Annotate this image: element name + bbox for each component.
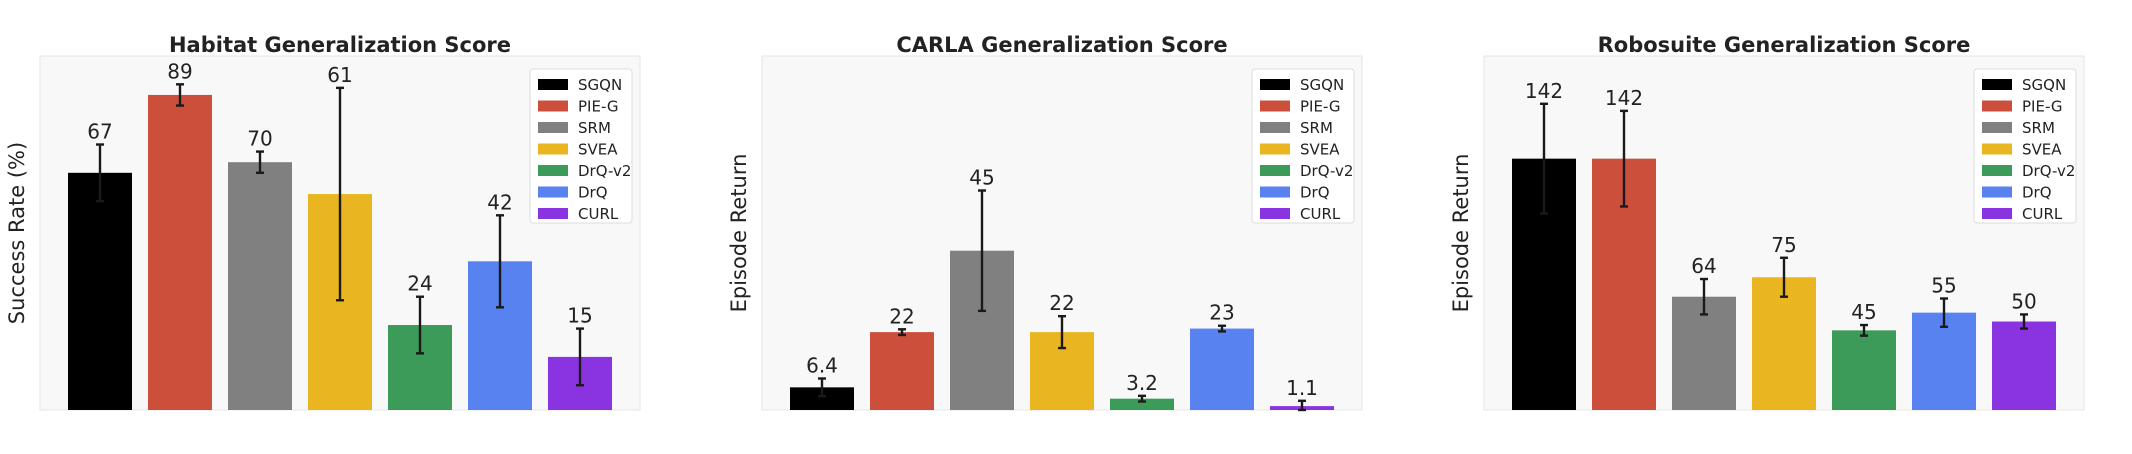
y-axis-label: Episode Return — [727, 154, 751, 313]
legend-swatch — [1982, 165, 2012, 176]
legend: SGQN PIE-G SRM SVEA DrQ-v2 DrQ CURL — [1973, 68, 2077, 224]
legend-swatch — [1260, 79, 1290, 90]
legend-label: SGQN — [1300, 76, 1344, 94]
legend-swatch — [1982, 208, 2012, 219]
legend-swatch — [538, 122, 568, 133]
data-label: 24 — [407, 272, 432, 296]
data-label: 67 — [87, 120, 112, 144]
chart-title: CARLA Generalization Score — [896, 33, 1227, 57]
legend: SGQN PIE-G SRM SVEA DrQ-v2 DrQ CURL — [529, 68, 633, 224]
legend-label: DrQ-v2 — [1300, 162, 1353, 180]
legend-label: DrQ — [2022, 184, 2052, 202]
chart-title: Habitat Generalization Score — [169, 33, 511, 57]
legend-swatch — [1982, 122, 2012, 133]
chart-title: Robosuite Generalization Score — [1598, 33, 1971, 57]
data-label: 15 — [567, 304, 592, 328]
data-label: 45 — [969, 166, 994, 190]
bar-pie-g — [870, 332, 934, 410]
data-label: 142 — [1605, 86, 1643, 110]
legend-swatch — [538, 208, 568, 219]
legend-label: SGQN — [2022, 76, 2066, 94]
bar-sgqn — [68, 172, 132, 410]
legend-swatch — [1260, 100, 1290, 112]
bar-sgqn — [790, 387, 854, 410]
data-label: 3.2 — [1126, 371, 1158, 395]
legend-label: DrQ-v2 — [578, 162, 631, 180]
legend-swatch — [1260, 143, 1290, 155]
data-label: 142 — [1525, 79, 1563, 103]
legend-swatch — [1260, 165, 1290, 176]
data-label: 45 — [1851, 300, 1876, 324]
bar-drq — [1912, 312, 1976, 410]
bar-drq-v2 — [1110, 398, 1174, 410]
legend-label: SGQN — [578, 76, 622, 94]
legend-label: DrQ — [578, 184, 608, 202]
legend: SGQN PIE-G SRM SVEA DrQ-v2 DrQ CURL — [1251, 68, 1355, 224]
legend-swatch — [538, 143, 568, 155]
legend-label: SRM — [2022, 119, 2055, 137]
legend-swatch — [1260, 186, 1290, 198]
legend-label: SRM — [578, 119, 611, 137]
data-label: 23 — [1209, 301, 1234, 325]
data-label: 75 — [1771, 233, 1796, 257]
data-label: 61 — [327, 63, 352, 87]
data-label: 22 — [889, 304, 914, 328]
legend-label: SVEA — [1300, 141, 1340, 159]
legend-label: CURL — [578, 205, 619, 223]
data-label: 64 — [1691, 254, 1716, 278]
chart-panel-2: Robosuite Generalization Score Episode Re… — [1449, 33, 2085, 411]
data-label: 70 — [247, 127, 272, 151]
data-label: 6.4 — [806, 353, 838, 377]
y-axis-label: Success Rate (%) — [5, 142, 29, 324]
legend-swatch — [1982, 100, 2012, 112]
legend-label: SVEA — [578, 141, 618, 159]
legend-swatch — [538, 79, 568, 90]
legend-label: SVEA — [2022, 141, 2062, 159]
legend-swatch — [538, 165, 568, 176]
data-label: 55 — [1931, 273, 1956, 297]
legend-label: CURL — [1300, 205, 1341, 223]
data-label: 89 — [167, 59, 192, 83]
bar-srm — [228, 162, 292, 410]
data-label: 42 — [487, 190, 512, 214]
bar-svea — [1752, 277, 1816, 410]
chart-panel-0: Habitat Generalization Score Success Rate… — [5, 33, 641, 411]
legend-label: PIE-G — [578, 98, 619, 116]
legend-label: DrQ-v2 — [2022, 162, 2075, 180]
bar-drq-v2 — [1832, 330, 1896, 410]
legend-label: PIE-G — [2022, 98, 2063, 116]
legend-swatch — [1982, 186, 2012, 198]
legend-swatch — [1982, 79, 2012, 90]
legend-swatch — [1982, 143, 2012, 155]
data-label: 1.1 — [1286, 376, 1318, 400]
y-axis-label: Episode Return — [1449, 154, 1473, 313]
legend-label: PIE-G — [1300, 98, 1341, 116]
legend-label: SRM — [1300, 119, 1333, 137]
bar-curl — [1992, 321, 2056, 410]
legend-swatch — [538, 186, 568, 198]
chart-panel-1: CARLA Generalization Score Episode Return… — [727, 33, 1363, 412]
data-label: 22 — [1049, 291, 1074, 315]
legend-swatch — [1260, 122, 1290, 133]
legend-label: CURL — [2022, 205, 2063, 223]
legend-label: DrQ — [1300, 184, 1330, 202]
data-label: 50 — [2011, 289, 2036, 313]
legend-swatch — [1260, 208, 1290, 219]
bar-pie-g — [148, 94, 212, 410]
legend-swatch — [538, 100, 568, 112]
bar-drq — [1190, 328, 1254, 410]
